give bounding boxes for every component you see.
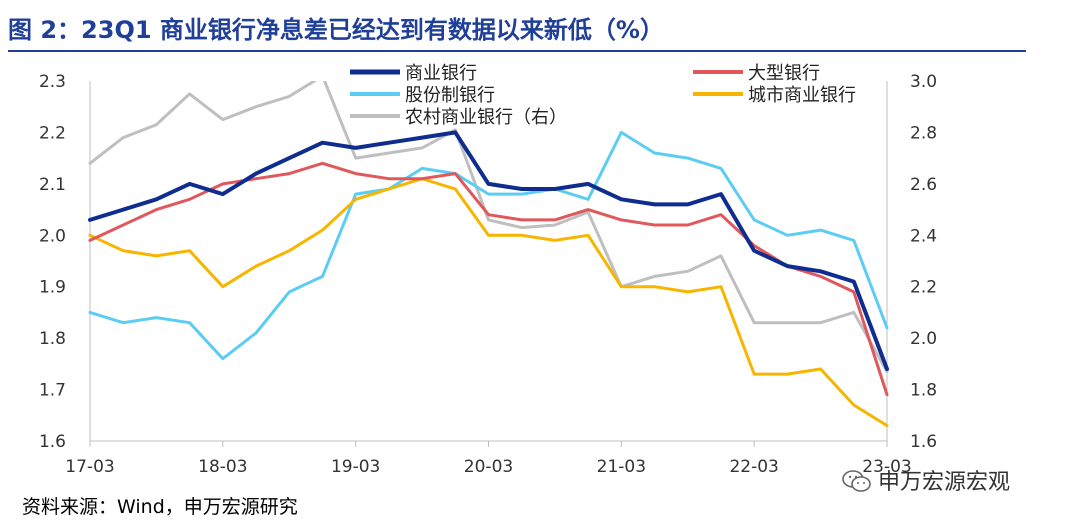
left-tick-label: 1.6 [39,432,66,452]
x-tick-label: 17-03 [65,457,114,477]
left-tick-label: 1.8 [39,329,66,349]
x-tick-label: 19-03 [331,457,380,477]
right-tick-label: 2.4 [910,226,937,246]
right-tick-label: 2.0 [910,329,937,349]
left-tick-label: 1.9 [39,278,66,298]
right-tick-label: 1.6 [910,432,937,452]
watermark: 申万宏源宏观 [842,464,1010,496]
series-line [88,161,889,397]
source-note: 资料来源：Wind，申万宏源研究 [22,496,298,518]
x-tick-label: 18-03 [198,457,247,477]
legend-label: 城市商业银行 [748,85,856,106]
title-divider [8,50,1026,52]
left-tick-label: 2.1 [39,175,66,195]
right-tick-label: 1.8 [910,381,937,401]
chart-title: 图 2：23Q1 商业银行净息差已经达到有数据以来新低（%） [8,16,664,44]
x-tick-label: 20-03 [464,457,513,477]
legend-label: 股份制银行 [405,85,495,106]
series-line [88,130,889,361]
watermark-text: 申万宏源宏观 [878,470,1011,495]
x-tick-label: 22-03 [729,457,778,477]
left-tick-label: 1.7 [39,381,66,401]
x-tick-label: 21-03 [597,457,646,477]
right-tick-label: 2.8 [910,123,937,143]
series-line [88,130,889,371]
left-tick-label: 2.3 [39,72,66,92]
chart-series [88,81,889,428]
legend-label: 商业银行 [405,63,477,84]
right-tick-label: 2.2 [910,278,937,298]
left-tick-label: 2.2 [39,123,66,143]
legend-label: 农村商业银行（右） [405,107,567,128]
legend-label: 大型银行 [748,63,820,84]
left-tick-label: 2.0 [39,226,66,246]
chart-axes: 1.6 1.7 1.8 1.9 2.0 2.1 2.2 2.3 1.6 1.8 2.0 2.2 2.4 2… [39,72,937,477]
series-line [88,81,889,374]
right-tick-label: 3.0 [910,72,937,92]
wechat-icon [842,470,871,492]
series-line [88,177,889,428]
x-tick-label: 23-03 [862,457,911,477]
right-tick-label: 2.6 [910,175,937,195]
